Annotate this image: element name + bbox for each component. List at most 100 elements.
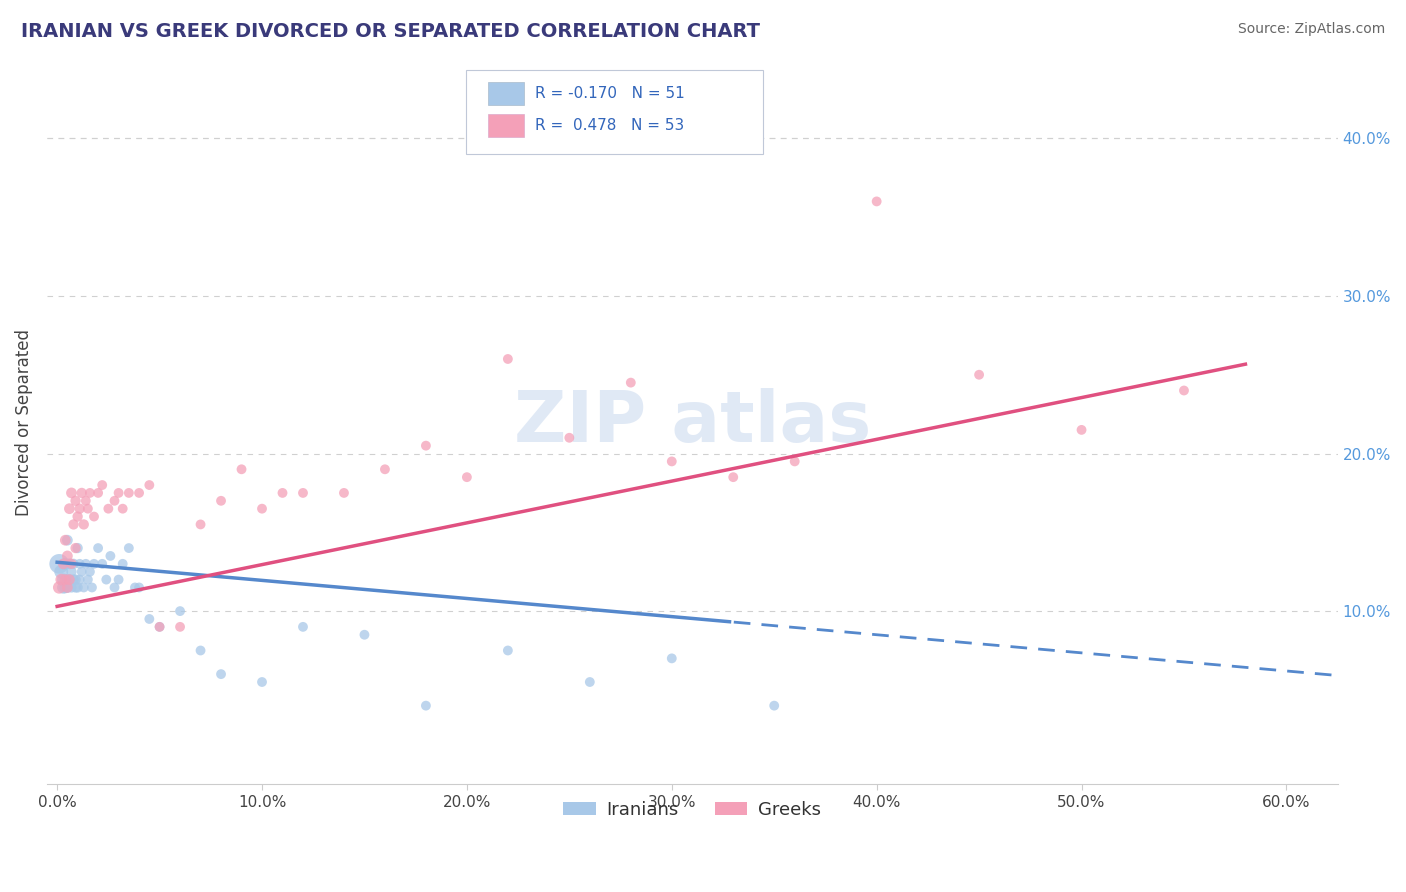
- Point: [58, 501, 80, 516]
- Point: [148, 620, 170, 634]
- Point: [56, 573, 79, 587]
- Point: [209, 667, 232, 681]
- Point: [53, 557, 76, 571]
- Point: [128, 581, 150, 595]
- Point: [291, 486, 314, 500]
- Point: [56, 533, 79, 548]
- Point: [60, 486, 83, 500]
- Point: [967, 368, 990, 382]
- Point: [65, 541, 87, 555]
- Point: [60, 581, 83, 595]
- Point: [783, 454, 806, 468]
- Point: [56, 549, 79, 563]
- Point: [138, 612, 160, 626]
- Point: [58, 573, 80, 587]
- Point: [69, 573, 91, 587]
- Point: [190, 517, 212, 532]
- Point: [103, 493, 125, 508]
- Point: [415, 439, 437, 453]
- Point: [96, 573, 118, 587]
- Point: [53, 573, 76, 587]
- Point: [661, 651, 683, 665]
- Point: [291, 620, 314, 634]
- Point: [83, 557, 105, 571]
- Point: [118, 486, 141, 500]
- Point: [579, 675, 602, 690]
- Point: [66, 581, 89, 595]
- Y-axis label: Divorced or Separated: Divorced or Separated: [15, 328, 32, 516]
- Point: [80, 581, 103, 595]
- Point: [62, 573, 84, 587]
- Point: [124, 581, 146, 595]
- Point: [70, 565, 93, 579]
- Point: [138, 478, 160, 492]
- Point: [58, 573, 80, 587]
- Point: [51, 573, 73, 587]
- Point: [91, 557, 114, 571]
- Point: [66, 541, 89, 555]
- Point: [661, 454, 683, 468]
- Point: [763, 698, 786, 713]
- Point: [97, 501, 120, 516]
- Point: [83, 509, 105, 524]
- Point: [65, 493, 87, 508]
- Point: [723, 470, 745, 484]
- Point: [70, 486, 93, 500]
- Point: [91, 478, 114, 492]
- Text: ZIP atlas: ZIP atlas: [513, 387, 870, 457]
- Point: [169, 620, 191, 634]
- Text: Source: ZipAtlas.com: Source: ZipAtlas.com: [1237, 22, 1385, 37]
- Point: [58, 557, 80, 571]
- Point: [496, 643, 519, 657]
- Point: [107, 573, 129, 587]
- Point: [250, 675, 273, 690]
- Point: [87, 541, 110, 555]
- Point: [87, 486, 110, 500]
- Point: [52, 557, 75, 571]
- Text: IRANIAN VS GREEK DIVORCED OR SEPARATED CORRELATION CHART: IRANIAN VS GREEK DIVORCED OR SEPARATED C…: [21, 22, 761, 41]
- Point: [73, 517, 96, 532]
- Point: [75, 557, 97, 571]
- Point: [62, 517, 84, 532]
- Point: [62, 557, 84, 571]
- Point: [496, 351, 519, 366]
- Point: [76, 501, 98, 516]
- Point: [56, 581, 79, 595]
- Point: [231, 462, 253, 476]
- Point: [128, 486, 150, 500]
- Text: R =  0.478   N = 53: R = 0.478 N = 53: [534, 118, 685, 133]
- Point: [456, 470, 478, 484]
- Point: [65, 581, 87, 595]
- Point: [79, 486, 101, 500]
- Point: [56, 581, 79, 595]
- Point: [60, 557, 83, 571]
- Point: [374, 462, 396, 476]
- Point: [103, 581, 125, 595]
- FancyBboxPatch shape: [488, 114, 524, 137]
- Point: [52, 573, 75, 587]
- Point: [52, 581, 75, 595]
- Legend: Iranians, Greeks: Iranians, Greeks: [555, 794, 828, 826]
- Text: R = -0.170   N = 51: R = -0.170 N = 51: [534, 87, 685, 101]
- Point: [209, 493, 232, 508]
- Point: [69, 557, 91, 571]
- Point: [190, 643, 212, 657]
- Point: [866, 194, 889, 209]
- Point: [73, 581, 96, 595]
- Point: [111, 557, 134, 571]
- Point: [111, 501, 134, 516]
- Point: [107, 486, 129, 500]
- Point: [620, 376, 643, 390]
- Point: [1173, 384, 1195, 398]
- Point: [100, 549, 122, 563]
- Point: [69, 501, 91, 516]
- Point: [558, 431, 581, 445]
- Point: [1070, 423, 1092, 437]
- FancyBboxPatch shape: [467, 70, 763, 153]
- Point: [169, 604, 191, 618]
- Point: [75, 493, 97, 508]
- Point: [51, 565, 73, 579]
- Point: [333, 486, 356, 500]
- Point: [76, 573, 98, 587]
- Point: [60, 565, 83, 579]
